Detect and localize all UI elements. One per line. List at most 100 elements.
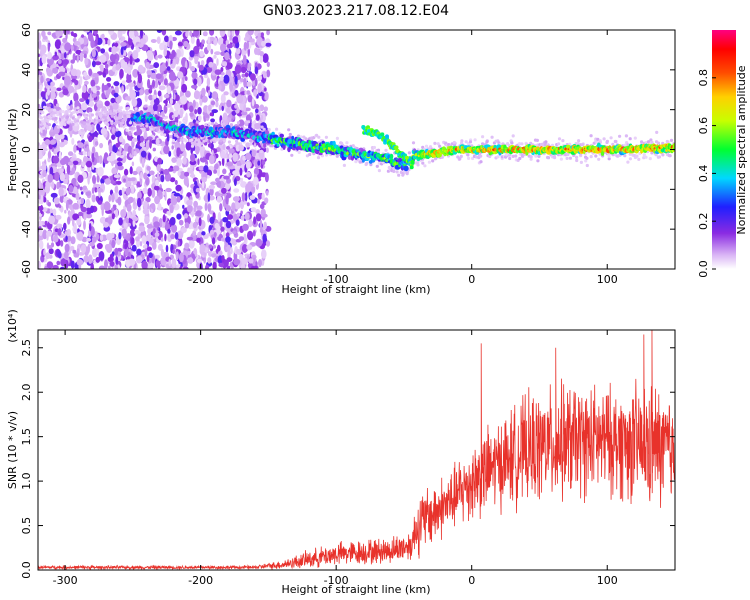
heatmap-cell [46, 126, 50, 130]
heatmap-cell [235, 219, 240, 226]
heatmap-cell [81, 90, 89, 101]
heatmap-cell [211, 253, 217, 258]
heatmap-cell [179, 108, 184, 119]
heatmap-cell [167, 167, 174, 172]
heatmap-cell [234, 89, 239, 97]
heatmap-cell [125, 187, 131, 196]
heatmap-cell [130, 177, 136, 182]
heatmap-cell [231, 264, 234, 269]
heatmap-cell [197, 158, 200, 166]
heatmap-cell [166, 66, 171, 71]
heatmap-cell [174, 30, 182, 36]
heatmap-cell [452, 140, 456, 145]
heatmap-cell [609, 136, 613, 140]
heatmap-cell [38, 32, 41, 41]
heatmap-cell [235, 139, 239, 143]
heatmap-cell [321, 140, 325, 145]
heatmap-cell [173, 192, 181, 197]
heatmap-cell [161, 30, 167, 36]
heatmap-cell [123, 195, 128, 201]
heatmap-cell [160, 248, 165, 258]
heatmap-cell [67, 85, 75, 93]
heatmap-cell [481, 135, 485, 139]
heatmap-cell [170, 234, 176, 240]
heatmap-cell [405, 172, 409, 176]
heatmap-cell [592, 141, 596, 145]
heatmap-cell [221, 122, 226, 126]
heatmap-cell [195, 210, 202, 217]
heatmap-cell [168, 258, 171, 267]
heatmap-cell [171, 224, 178, 233]
heatmap-cell [171, 157, 177, 164]
heatmap-cell [125, 128, 129, 132]
heatmap-cell [153, 221, 161, 228]
heatmap-cell [245, 152, 252, 161]
heatmap-cell [113, 192, 119, 200]
heatmap-cell [577, 139, 581, 143]
heatmap-cell [247, 120, 251, 124]
heatmap-cell [209, 216, 215, 224]
heatmap-cell [79, 75, 83, 86]
heatmap-cell [217, 37, 224, 46]
heatmap-cell [536, 159, 540, 163]
heatmap-cell [76, 54, 80, 63]
heatmap-cell [389, 153, 394, 160]
heatmap-cell [147, 136, 153, 141]
heatmap-cell [206, 66, 213, 73]
heatmap-cell [372, 145, 376, 150]
heatmap-cell [182, 266, 189, 269]
heatmap-cell [195, 145, 200, 155]
heatmap-cell [196, 258, 203, 263]
heatmap-cell [186, 199, 193, 206]
heatmap-cell [52, 208, 57, 216]
heatmap-cell [628, 157, 633, 161]
heatmap-cell [67, 216, 71, 225]
heatmap-cell [267, 128, 271, 132]
heatmap-cell [51, 117, 55, 121]
heatmap-cell [127, 145, 133, 154]
heatmap-cell [209, 30, 215, 36]
heatmap-cell [384, 148, 388, 152]
heatmap-cell [203, 74, 209, 79]
heatmap-cell [169, 53, 175, 60]
heatmap-cell [282, 144, 286, 150]
heatmap-cell [163, 168, 170, 176]
heatmap-cell [72, 160, 79, 165]
heatmap-cell [54, 51, 57, 57]
heatmap-cell [416, 161, 420, 165]
heatmap-cell [199, 156, 207, 163]
heatmap-cell [113, 174, 121, 179]
spectrogram-heatmap [38, 30, 675, 269]
heatmap-cell [44, 220, 48, 226]
heatmap-cell [210, 181, 217, 186]
heatmap-cell [170, 196, 178, 206]
heatmap-cell [249, 142, 253, 146]
heatmap-cell [56, 125, 61, 129]
heatmap-cell [64, 209, 67, 214]
heatmap-cell [579, 160, 584, 164]
heatmap-cell [116, 161, 123, 167]
heatmap-cell [139, 30, 144, 38]
heatmap-cell [628, 137, 632, 141]
heatmap-cell [217, 211, 222, 222]
heatmap-cell [255, 261, 258, 267]
heatmap-cell [132, 35, 136, 45]
heatmap-cell [375, 164, 379, 168]
heatmap-cell [504, 152, 509, 156]
heatmap-cell [155, 179, 159, 186]
heatmap-cell [128, 242, 132, 249]
heatmap-cell [105, 68, 109, 75]
heatmap-cell [231, 202, 236, 212]
heatmap-cell [118, 189, 123, 196]
heatmap-cell [147, 152, 151, 161]
heatmap-cell [98, 251, 105, 261]
heatmap-cell [181, 83, 188, 93]
heatmap-cell [87, 175, 90, 185]
heatmap-cell [92, 132, 99, 136]
heatmap-cell [38, 160, 41, 169]
heatmap-cell [102, 221, 109, 228]
heatmap-cell [190, 138, 194, 142]
heatmap-cell [116, 151, 122, 156]
heatmap-cell [54, 39, 62, 50]
heatmap-cell [225, 220, 232, 229]
